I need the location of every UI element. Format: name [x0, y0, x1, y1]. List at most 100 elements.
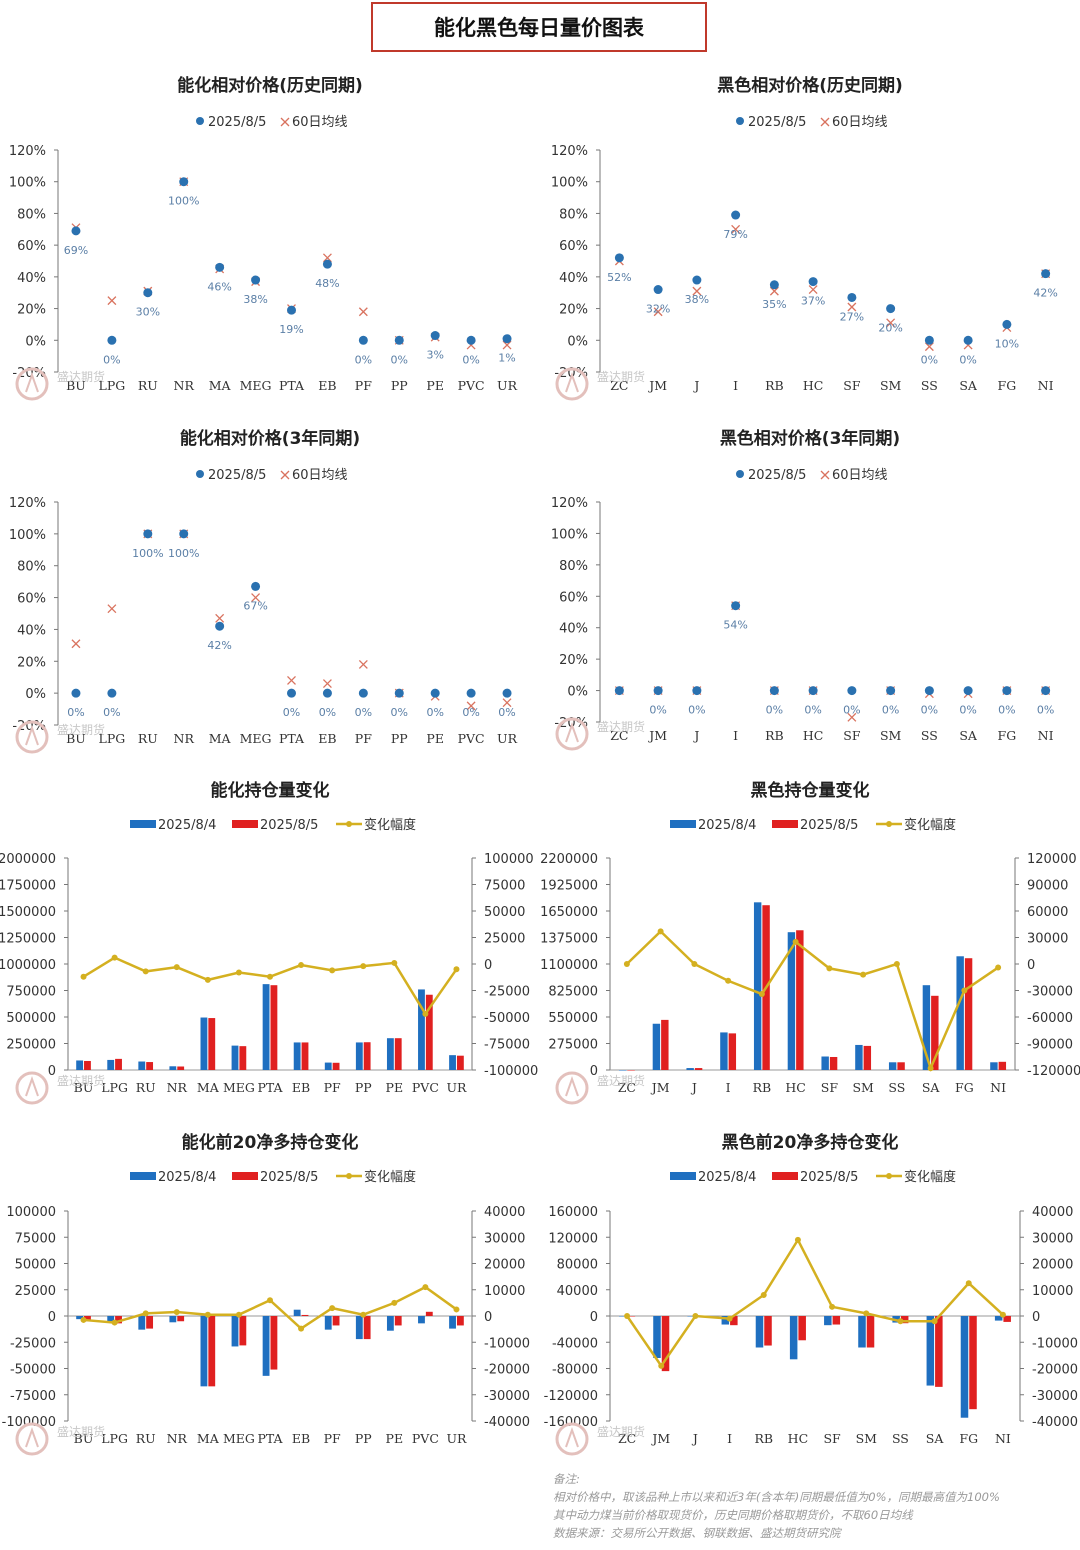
bar-day1 [787, 932, 796, 1070]
price-dot [215, 262, 225, 272]
x-tick-label: HC [785, 1080, 805, 1095]
y-tick-label: 120% [551, 496, 588, 511]
legend-cross-icon [280, 117, 290, 127]
change-point [931, 1318, 938, 1325]
data-label: 48% [315, 277, 339, 290]
x-tick-label: SF [821, 1080, 839, 1095]
price-dot [886, 304, 896, 314]
y2-tick-label: -30000 [484, 1389, 530, 1404]
change-point [298, 962, 305, 969]
bar-day1 [293, 1042, 301, 1070]
chart-title: 能化持仓量变化 [211, 780, 330, 801]
bar-day2 [661, 1019, 669, 1070]
price-dot [1041, 269, 1051, 279]
y-tick-label: 40% [559, 271, 588, 286]
y2-tick-label: 60000 [1027, 905, 1068, 920]
bar-day1 [888, 1062, 897, 1070]
ma60-marker [847, 712, 857, 722]
y-tick-label: 40000 [557, 1284, 598, 1299]
x-tick-label: RB [754, 1431, 773, 1446]
bar-day1 [855, 1044, 863, 1070]
watermark-text: 盛达期货 [597, 1073, 645, 1088]
bar-day2 [627, 1316, 636, 1317]
bar-day2 [627, 1070, 635, 1071]
price-dot [653, 285, 663, 295]
ma60-marker [808, 285, 818, 295]
y2-tick-label: 0 [1032, 1310, 1040, 1325]
x-tick-label: NR [174, 731, 195, 746]
price-dot [847, 686, 857, 696]
y2-tick-label: -75000 [484, 1038, 530, 1053]
x-tick-label: SF [823, 1431, 841, 1446]
y-tick-label: 100% [551, 527, 588, 542]
legend-bar1-swatch [130, 1172, 156, 1180]
bar-day2 [969, 1316, 977, 1410]
y-tick-label: 40% [559, 622, 588, 637]
x-tick-label: PVC [412, 1080, 439, 1095]
data-label: 38% [685, 293, 709, 306]
change-point [453, 966, 460, 973]
bar-day2 [694, 1068, 703, 1070]
bar-day2 [394, 1316, 402, 1326]
ma60-marker [886, 318, 896, 328]
legend-bar2-swatch [772, 1172, 798, 1180]
y-tick-label: 250000 [6, 1038, 56, 1053]
price-dot [614, 253, 624, 263]
watermark-text: 盛达期货 [597, 1424, 645, 1439]
data-label: 69% [64, 244, 88, 257]
bar-day1 [956, 956, 964, 1070]
data-label: 100% [168, 547, 199, 560]
y-tick-label: 0 [48, 1064, 56, 1079]
bar-day2 [935, 1316, 943, 1387]
legend-cross-icon [280, 470, 290, 480]
watermark-text: 盛达期货 [597, 369, 645, 384]
y2-tick-label: 50000 [484, 905, 525, 920]
bar-day1 [449, 1055, 456, 1070]
bar-day1 [76, 1316, 84, 1320]
price-dot [731, 601, 741, 611]
change-point [204, 976, 211, 983]
y2-tick-label: 90000 [1027, 879, 1068, 894]
x-tick-label: MA [209, 731, 232, 746]
change-point [80, 973, 87, 980]
data-label: 67% [243, 599, 267, 612]
bar-day2 [177, 1316, 185, 1322]
bar-day2 [832, 1316, 841, 1325]
y-tick-label: 1750000 [0, 879, 56, 894]
data-label: 0% [103, 353, 120, 366]
change-point [111, 954, 118, 961]
x-tick-label: NI [990, 1080, 1006, 1095]
price-dot [1002, 319, 1012, 329]
chart-title: 黑色持仓量变化 [751, 780, 870, 801]
y-tick-label: 120% [551, 144, 588, 159]
legend: 2025/8/5 60日均线 [196, 115, 348, 130]
watermark-text: 盛达期货 [597, 719, 645, 734]
footnotes: 备注: 相对价格中，取该品种上市以来和近3年(含本年)同期最低值为0%，同期最高… [553, 1470, 1073, 1542]
change-point [658, 1362, 665, 1369]
price-dot [143, 288, 153, 298]
x-tick-label: FG [998, 378, 1017, 393]
x-tick-label: RB [753, 1080, 772, 1095]
watermark-logo [555, 367, 589, 401]
x-tick-label: I [727, 1431, 732, 1446]
y-tick-label: 1500000 [0, 905, 56, 920]
x-tick-label: SA [959, 728, 978, 743]
bar-day1 [231, 1045, 239, 1070]
price-dot [215, 621, 225, 631]
x-tick-label: PF [355, 731, 372, 746]
data-label: 0% [67, 706, 84, 719]
y2-tick-label: 10000 [1032, 1284, 1073, 1299]
x-tick-label: MEG [240, 378, 272, 393]
change-point [235, 969, 242, 976]
y2-tick-label: -100000 [484, 1064, 538, 1079]
y-tick-label: 275000 [548, 1038, 598, 1053]
bar-day2 [363, 1316, 371, 1340]
bar-day1 [994, 1316, 1003, 1321]
bar-day2 [208, 1018, 216, 1070]
legend: 2025/8/4 2025/8/5 变化幅度 [670, 817, 956, 833]
bar-day2 [177, 1066, 185, 1070]
data-label: 0% [355, 706, 372, 719]
change-point [453, 1306, 460, 1313]
y-tick-label: 50000 [15, 1258, 56, 1273]
change-point [142, 968, 149, 975]
